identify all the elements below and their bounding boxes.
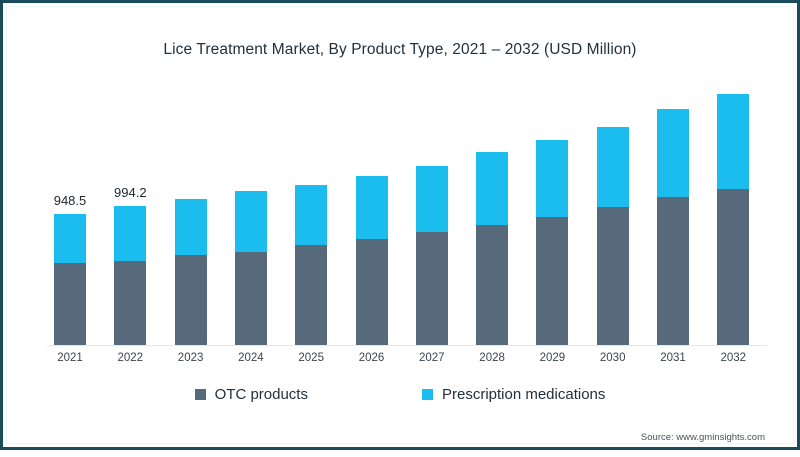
- bar-segment-otc-products[interactable]: [596, 207, 629, 345]
- bar-segment-otc-products[interactable]: [295, 245, 328, 345]
- x-axis-tick-2032: 2032: [720, 352, 747, 364]
- x-axis-tick-2030: 2030: [599, 352, 626, 364]
- bar-segment-otc-products[interactable]: [174, 255, 207, 345]
- bar-segment-prescription-medications[interactable]: [536, 140, 569, 217]
- bar-column[interactable]: [295, 185, 328, 345]
- bar-segment-prescription-medications[interactable]: [476, 152, 509, 225]
- bar-segment-prescription-medications[interactable]: [54, 214, 86, 263]
- bar-segment-otc-products[interactable]: [536, 217, 569, 345]
- bar-segment-prescription-medications[interactable]: [114, 206, 147, 261]
- bar-segment-otc-products[interactable]: [476, 225, 509, 345]
- bar-segment-otc-products[interactable]: [717, 189, 750, 345]
- bar-segment-prescription-medications[interactable]: [355, 176, 388, 239]
- bar-column[interactable]: [717, 94, 750, 345]
- legend-label: OTC products: [214, 386, 308, 403]
- legend-item-prescription-medications[interactable]: Prescription medications: [421, 386, 606, 403]
- x-axis-tick-2021: 2021: [57, 352, 83, 364]
- bar-segment-prescription-medications[interactable]: [174, 199, 207, 255]
- bar-segment-prescription-medications[interactable]: [234, 191, 267, 252]
- bar-segment-otc-products[interactable]: [54, 263, 86, 345]
- bar-column[interactable]: 994.2: [114, 185, 147, 345]
- bar-column[interactable]: [476, 152, 509, 345]
- bar-column[interactable]: 948.5: [54, 193, 86, 345]
- chart-title: Lice Treatment Market, By Product Type, …: [163, 41, 637, 58]
- bar-value-label: 948.5: [53, 193, 87, 208]
- chart-canvas: Lice Treatment Market, By Product Type, …: [6, 6, 794, 444]
- x-axis-tick-2028: 2028: [479, 352, 505, 364]
- x-axis-line: [47, 345, 767, 346]
- source-attribution: Source: www.gminsights.com: [640, 432, 765, 443]
- legend-label: Prescription medications: [441, 386, 606, 403]
- bar-segment-prescription-medications[interactable]: [596, 127, 629, 207]
- bar-segment-prescription-medications[interactable]: [295, 185, 328, 245]
- x-axis-tick-2026: 2026: [358, 352, 385, 364]
- bar-segment-prescription-medications[interactable]: [415, 166, 448, 232]
- chart-legend: OTC products Prescription medications: [7, 386, 793, 403]
- bar-column[interactable]: [234, 191, 267, 345]
- x-axis-tick-2024: 2024: [238, 352, 264, 364]
- bar-value-label: 994.2: [114, 185, 147, 200]
- bar-segment-otc-products[interactable]: [355, 239, 388, 345]
- x-axis-tick-2031: 2031: [660, 352, 686, 364]
- bar-column[interactable]: [355, 176, 388, 345]
- bar-column[interactable]: [657, 109, 689, 345]
- legend-item-otc-products[interactable]: OTC products: [194, 386, 308, 403]
- bar-segment-prescription-medications[interactable]: [657, 109, 689, 197]
- legend-swatch-icon: [421, 389, 433, 400]
- x-axis-tick-2027: 2027: [419, 352, 445, 364]
- legend-swatch-icon: [194, 389, 206, 400]
- bar-column[interactable]: [174, 199, 207, 345]
- x-axis-tick-2023: 2023: [177, 352, 204, 364]
- bar-column[interactable]: [536, 140, 569, 345]
- bar-segment-prescription-medications[interactable]: [717, 94, 750, 189]
- plot-area: 948.5 994.2 2021 2022 2023 2024 2025 2026 2027 2…: [7, 7, 800, 457]
- bar-segment-otc-products[interactable]: [657, 197, 689, 345]
- bar-segment-otc-products[interactable]: [114, 261, 147, 345]
- bar-column[interactable]: [415, 166, 448, 345]
- x-axis-tick-2029: 2029: [539, 352, 566, 364]
- x-axis-tick-2022: 2022: [117, 352, 144, 364]
- bar-segment-otc-products[interactable]: [415, 232, 448, 345]
- bar-segment-otc-products[interactable]: [234, 252, 267, 345]
- x-axis-tick-2025: 2025: [298, 352, 324, 364]
- bar-column[interactable]: [596, 127, 629, 345]
